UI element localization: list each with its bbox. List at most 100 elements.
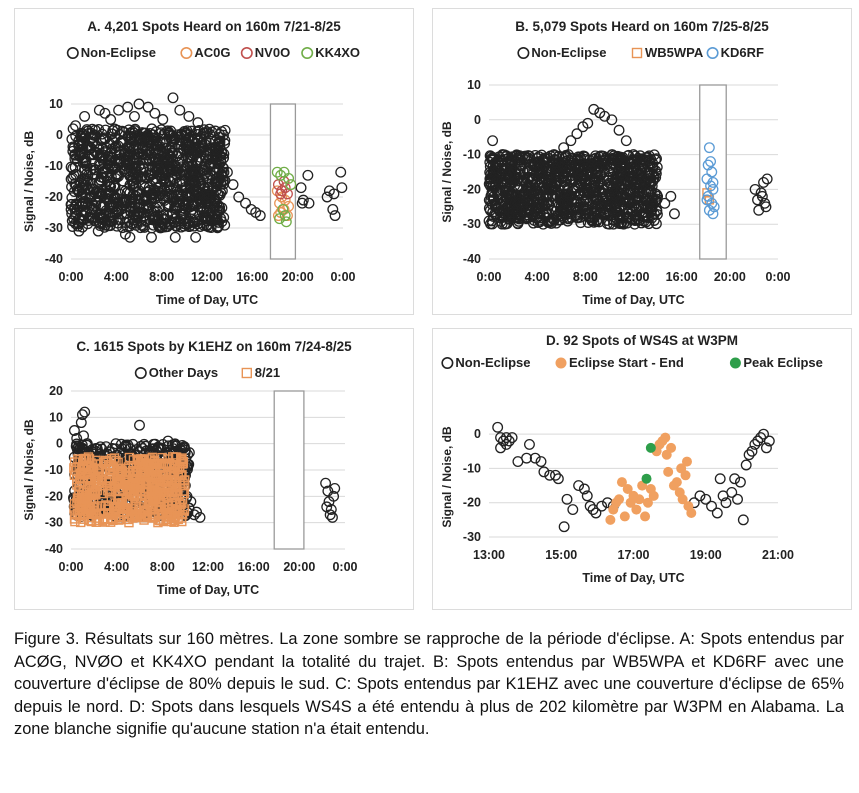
chart-a-non-eclipse-point <box>184 216 196 228</box>
chart-a-non-eclipse-point <box>143 169 155 181</box>
chart-b-non-eclipse-point <box>501 177 513 189</box>
chart-c-8-21-point <box>150 494 161 504</box>
chart-a-non-eclipse-point <box>165 176 177 188</box>
legend-label: 8/21 <box>255 365 280 380</box>
chart-b-xtick-label: 0:00 <box>476 270 501 284</box>
legend-label: Peak Eclipse <box>743 355 823 370</box>
chart-d-non-eclipse-point <box>506 432 518 444</box>
chart-d-eclipse-start-end-point <box>640 511 651 522</box>
chart-b-non-eclipse-point <box>612 153 624 165</box>
chart-a-non-eclipse-point <box>121 187 133 198</box>
chart-a-non-eclipse-point <box>79 110 91 122</box>
chart-d-non-eclipse-point <box>706 500 717 512</box>
chart-d-non-eclipse-point <box>590 507 602 519</box>
chart-c-8-21-point <box>108 515 118 526</box>
chart-c-8-21-point <box>160 482 170 493</box>
chart-a-non-eclipse-point <box>97 156 109 168</box>
chart-d-xtick-label: 17:00 <box>618 548 650 562</box>
chart-a-non-eclipse-point <box>106 143 118 155</box>
chart-d-non-eclipse-point <box>737 514 749 526</box>
chart-a-non-eclipse-point <box>93 104 105 116</box>
chart-a-non-eclipse-point <box>183 110 195 122</box>
chart-a-non-eclipse-point <box>154 136 166 148</box>
chart-b-xtick-label: 0:00 <box>765 270 790 284</box>
chart-a-kk4xo-point <box>277 203 289 215</box>
chart-d-non-eclipse-point <box>578 483 590 495</box>
chart-b-non-eclipse-point <box>617 200 629 212</box>
chart-a-non-eclipse-point <box>336 182 348 194</box>
chart-d-eclipse-start-end-point <box>686 508 697 518</box>
legend-label: WB5WPA <box>645 45 704 60</box>
chart-c-8-21-point <box>76 504 86 515</box>
chart-a-non-eclipse-point <box>233 191 245 203</box>
chart-a-non-eclipse-point <box>202 154 214 166</box>
chart-a-kk4xo-point <box>274 213 285 225</box>
chart-a-non-eclipse-point <box>204 215 216 227</box>
chart-b-non-eclipse-point <box>489 171 501 183</box>
chart-a-non-eclipse-point <box>213 200 225 212</box>
chart-b-non-eclipse-point <box>609 209 621 220</box>
chart-b-non-eclipse-point <box>629 218 641 230</box>
chart-a-non-eclipse-point <box>95 213 107 225</box>
chart-d-eclipse-start-end-point <box>619 511 630 522</box>
chart-b-xtick-label: 4:00 <box>525 270 550 284</box>
chart-a-non-eclipse-point <box>129 110 140 122</box>
chart-b-non-eclipse-point <box>623 211 635 223</box>
chart-a-non-eclipse-point <box>119 166 130 178</box>
chart-a-non-eclipse-point <box>158 175 170 187</box>
chart-c-8-21-point <box>172 504 183 514</box>
chart-b-non-eclipse-point <box>489 156 501 168</box>
figure-caption: Figure 3. Résultats sur 160 mètres. La z… <box>14 630 844 738</box>
chart-a-non-eclipse-point <box>152 215 164 227</box>
chart-d-eclipse-start-end-point <box>631 504 642 515</box>
chart-d-non-eclipse-point <box>573 480 585 492</box>
legend-marker <box>134 366 147 379</box>
chart-b-non-eclipse-point <box>630 213 641 225</box>
chart-d-xtick-label: 21:00 <box>762 548 794 562</box>
chart-a-non-eclipse-point <box>169 165 181 177</box>
chart-b-non-eclipse-point <box>668 208 680 220</box>
chart-b-ylabel: Signal / Noise, dB <box>440 121 454 223</box>
chart-b-non-eclipse-point <box>613 124 625 136</box>
legend-marker <box>241 367 253 379</box>
chart-a-xtick-label: 8:00 <box>149 270 174 284</box>
chart-b-non-eclipse-point <box>514 152 526 164</box>
chart-c-8-21-point <box>72 462 82 473</box>
chart-a-non-eclipse-point <box>296 197 308 209</box>
chart-d-non-eclipse-point <box>726 486 738 498</box>
chart-a-non-eclipse-point <box>214 204 226 216</box>
chart-a-non-eclipse-point <box>100 192 111 204</box>
chart-c-xtick-label: 0:00 <box>332 560 357 574</box>
chart-b-non-eclipse-point <box>578 202 589 214</box>
chart-a-non-eclipse-point <box>321 191 333 203</box>
chart-a-non-eclipse-point <box>200 146 212 158</box>
chart-b-non-eclipse-point <box>636 163 648 174</box>
chart-a-non-eclipse-point <box>192 185 204 197</box>
legend-marker <box>729 357 741 369</box>
chart-b-non-eclipse-point <box>531 204 543 216</box>
chart-a-non-eclipse-point <box>303 197 315 209</box>
chart-d-non-eclipse-point <box>700 493 712 505</box>
chart-b-eclipse-box <box>699 84 727 260</box>
chart-c-8-21-point <box>174 498 185 508</box>
chart-panel-a: A. 4,201 Spots Heard on 160m 7/21-8/25 -4… <box>14 8 414 315</box>
chart-a-ytick-label: -10 <box>45 159 63 173</box>
chart-a-non-eclipse-point <box>88 129 100 141</box>
chart-c-8-21-point <box>117 466 128 477</box>
chart-a-ylabel: Signal / Noise, dB <box>22 130 36 232</box>
chart-a-title: A. 4,201 Spots Heard on 160m 7/21-8/25 <box>87 19 341 34</box>
chart-c-8-21-point <box>178 486 188 496</box>
chart-b-non-eclipse-point <box>537 160 549 172</box>
chart-c-8-21-point <box>124 488 134 499</box>
chart-b-non-eclipse-point <box>582 117 594 129</box>
chart-a-non-eclipse-point <box>184 175 196 187</box>
chart-a-non-eclipse-point <box>87 162 99 174</box>
chart-c-other-days-point <box>71 432 83 444</box>
chart-d-title: D. 92 Spots of WS4S at W3PM <box>546 333 738 348</box>
chart-c-other-days-point <box>71 440 82 452</box>
chart-d-peak-eclipse-point <box>645 442 656 453</box>
chart-d-ytick-label: -10 <box>463 461 481 475</box>
chart-b-non-eclipse-point <box>513 197 524 209</box>
chart-c-title: C. 1615 Spots by K1EHZ on 160m 7/24-8/25 <box>76 339 352 354</box>
chart-c-xtick-label: 4:00 <box>104 560 129 574</box>
